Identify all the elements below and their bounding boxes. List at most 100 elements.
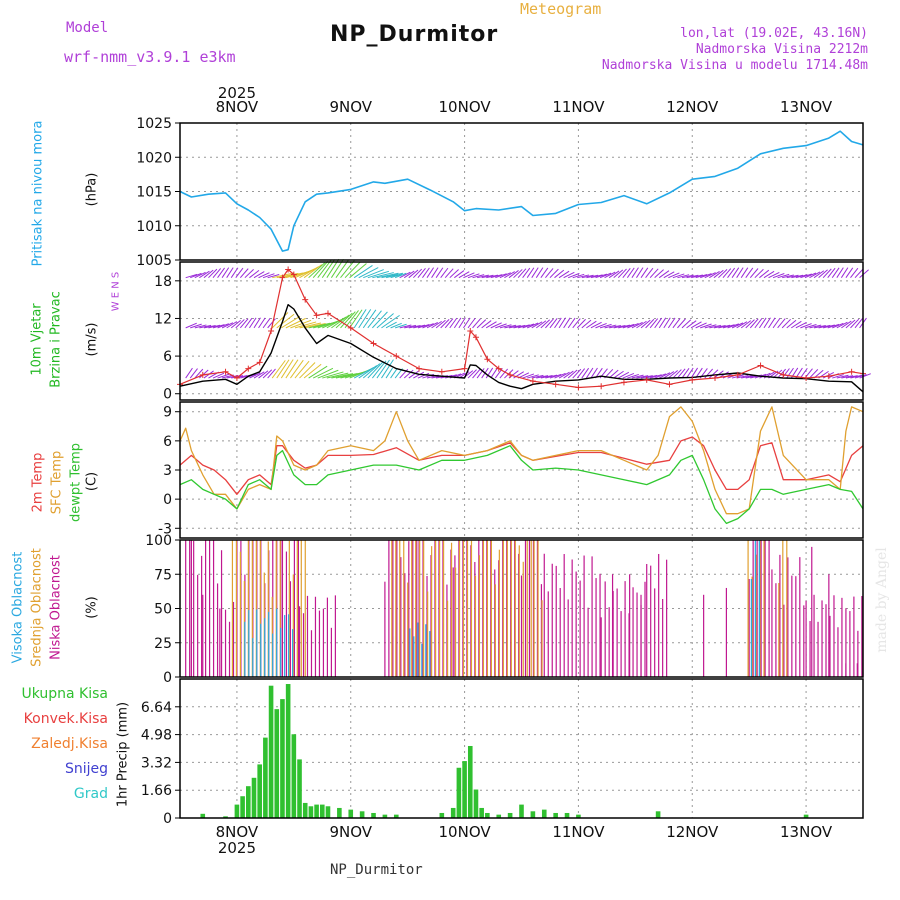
wind-barb: [572, 318, 581, 329]
wind-barb: [535, 267, 544, 278]
wind-barb: [636, 375, 649, 379]
wind-barb: [581, 367, 590, 379]
elevation-label: Nadmorska Visina 2212m: [695, 42, 868, 57]
wind-gust-marker: [666, 381, 673, 388]
wind-barb: [412, 268, 423, 279]
precip-bar: [456, 767, 462, 818]
precip-bar: [530, 811, 536, 818]
temp-tick-label: 9: [163, 405, 172, 421]
wind-barb: [326, 372, 349, 379]
wind-barb: [704, 272, 716, 279]
precip-bar: [507, 812, 513, 818]
wind-barb: [340, 260, 355, 278]
wind-barb: [458, 271, 470, 279]
wind-barb: [608, 369, 619, 379]
wind-barb: [613, 324, 626, 329]
panel-frame: [179, 401, 864, 539]
temp-dewpoint-line: [179, 445, 864, 525]
wind-barb: [850, 318, 860, 329]
wind-barb: [194, 271, 206, 279]
wind-barb: [649, 318, 659, 329]
wind-barb: [645, 318, 655, 329]
wind-barb: [308, 262, 326, 279]
wind-barb: [613, 269, 624, 279]
wind-barb: [854, 318, 863, 329]
panel-frame: [179, 122, 864, 261]
wind-barb: [385, 321, 397, 329]
wind-barb: [185, 367, 193, 379]
legend-total-rain: Ukupna Kisa: [21, 686, 108, 702]
precip-tick-label: 1.66: [141, 783, 172, 799]
wind-barb: [399, 324, 412, 329]
wind-barb: [353, 367, 374, 379]
wind-barb: [495, 273, 507, 279]
wind-barb: [818, 269, 828, 279]
wind-barb: [381, 359, 394, 379]
wind-barb: [850, 374, 863, 379]
precip-bar: [576, 814, 581, 818]
wind-barb: [312, 367, 334, 379]
wind-barb: [417, 268, 426, 278]
wind-barb: [394, 272, 407, 279]
wind-barb: [618, 324, 631, 329]
x-year-top: 2025: [218, 84, 256, 102]
wind-gust-marker: [438, 368, 445, 375]
wind-barb: [317, 369, 339, 379]
wind-barb: [517, 324, 530, 329]
wind-barb: [526, 322, 539, 329]
wind-barb: [613, 370, 624, 379]
precip-bar: [234, 804, 240, 818]
precip-tick-label: 3.32: [141, 755, 172, 771]
wind-barb: [854, 374, 867, 379]
wind-barb: [800, 323, 812, 329]
wind-barb: [499, 272, 511, 279]
wind-barb: [677, 274, 690, 279]
precip-bar: [274, 709, 280, 818]
wind-barb: [686, 274, 699, 279]
wind-barb: [749, 318, 759, 329]
wind-barb: [718, 324, 731, 329]
wind-barb: [212, 372, 225, 379]
wind-barb: [659, 372, 671, 379]
wind-barb: [618, 371, 630, 379]
wind-barb: [253, 271, 265, 279]
wind-barb: [408, 370, 419, 379]
wind-barb: [654, 373, 667, 379]
wind-barb: [449, 269, 459, 279]
precip-bar: [803, 814, 809, 818]
panel-frame: [179, 678, 864, 819]
wind-barb: [545, 268, 554, 279]
wind-gust-marker: [461, 365, 468, 372]
wind-barb: [485, 321, 497, 329]
wind-barb: [700, 273, 712, 279]
wind-barb: [585, 367, 594, 379]
wind-gust-marker: [302, 296, 309, 303]
wind-barb: [244, 317, 253, 329]
wind-barb: [590, 321, 602, 329]
wind-barb: [390, 273, 403, 279]
precip-bar: [302, 802, 308, 818]
wind-barb: [372, 311, 388, 329]
wind-barb: [681, 274, 694, 279]
wind-gust-marker: [313, 312, 320, 319]
cloud-tick-label: 0: [163, 670, 172, 686]
wind-barb: [208, 268, 218, 279]
model-label: Model: [66, 20, 109, 36]
wind-barb: [809, 271, 821, 279]
wind-barb: [536, 320, 547, 329]
wind-barb: [249, 270, 260, 279]
wind-barb: [344, 310, 359, 329]
wind-barb: [749, 268, 759, 279]
wind-barb: [367, 310, 382, 329]
wind-barb: [563, 271, 575, 279]
wind-barb: [481, 274, 494, 279]
wind-barb: [713, 324, 726, 329]
x-date-label-bottom: 13NOV: [780, 823, 833, 841]
wind-barb: [403, 270, 415, 279]
precip-bar: [462, 761, 467, 818]
wind-barb: [294, 360, 310, 379]
wind-barb: [249, 317, 257, 329]
wind-barb: [736, 267, 744, 278]
wind-barb: [663, 271, 675, 279]
precip-bar: [655, 811, 661, 818]
